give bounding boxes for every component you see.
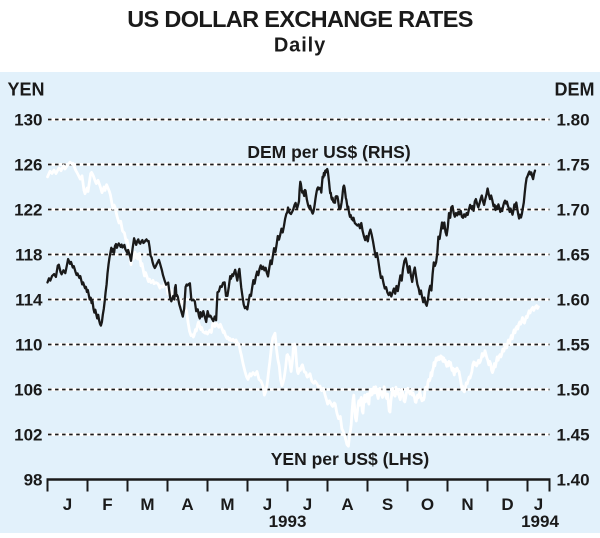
svg-text:S: S <box>382 495 393 514</box>
svg-text:A: A <box>341 495 353 514</box>
svg-text:1.80: 1.80 <box>557 111 590 130</box>
svg-text:DEM per US$ (RHS): DEM per US$ (RHS) <box>247 142 410 162</box>
svg-text:DEM: DEM <box>555 80 595 100</box>
svg-text:118: 118 <box>15 246 42 265</box>
svg-text:102: 102 <box>14 426 42 445</box>
svg-text:126: 126 <box>14 156 42 175</box>
svg-text:110: 110 <box>15 336 42 355</box>
svg-text:YEN per US$ (LHS): YEN per US$ (LHS) <box>271 449 430 469</box>
svg-text:1993: 1993 <box>269 512 307 531</box>
svg-text:J: J <box>303 495 312 514</box>
svg-text:130: 130 <box>14 111 42 130</box>
svg-text:F: F <box>102 495 112 514</box>
svg-text:1.40: 1.40 <box>557 471 590 490</box>
svg-text:1994: 1994 <box>521 512 559 531</box>
svg-text:YEN: YEN <box>8 80 45 100</box>
svg-text:J: J <box>63 495 72 514</box>
svg-text:98: 98 <box>24 471 43 490</box>
svg-text:106: 106 <box>14 381 42 400</box>
svg-text:122: 122 <box>14 201 42 220</box>
svg-text:1.45: 1.45 <box>557 426 590 445</box>
svg-text:D: D <box>501 495 513 514</box>
svg-text:US DOLLAR EXCHANGE RATES: US DOLLAR EXCHANGE RATES <box>127 6 473 32</box>
svg-text:M: M <box>140 495 154 514</box>
svg-text:A: A <box>181 495 193 514</box>
svg-text:M: M <box>220 495 234 514</box>
svg-text:N: N <box>461 495 473 514</box>
svg-text:1.55: 1.55 <box>557 336 590 355</box>
svg-text:1.60: 1.60 <box>557 291 590 310</box>
svg-text:1.50: 1.50 <box>557 381 590 400</box>
svg-text:J: J <box>534 495 543 514</box>
svg-text:1.70: 1.70 <box>557 201 590 220</box>
svg-text:114: 114 <box>15 291 43 310</box>
svg-text:1.65: 1.65 <box>557 246 590 265</box>
svg-text:1.75: 1.75 <box>557 156 590 175</box>
svg-text:O: O <box>421 495 434 514</box>
svg-text:Daily: Daily <box>274 35 326 57</box>
svg-text:J: J <box>263 495 272 514</box>
